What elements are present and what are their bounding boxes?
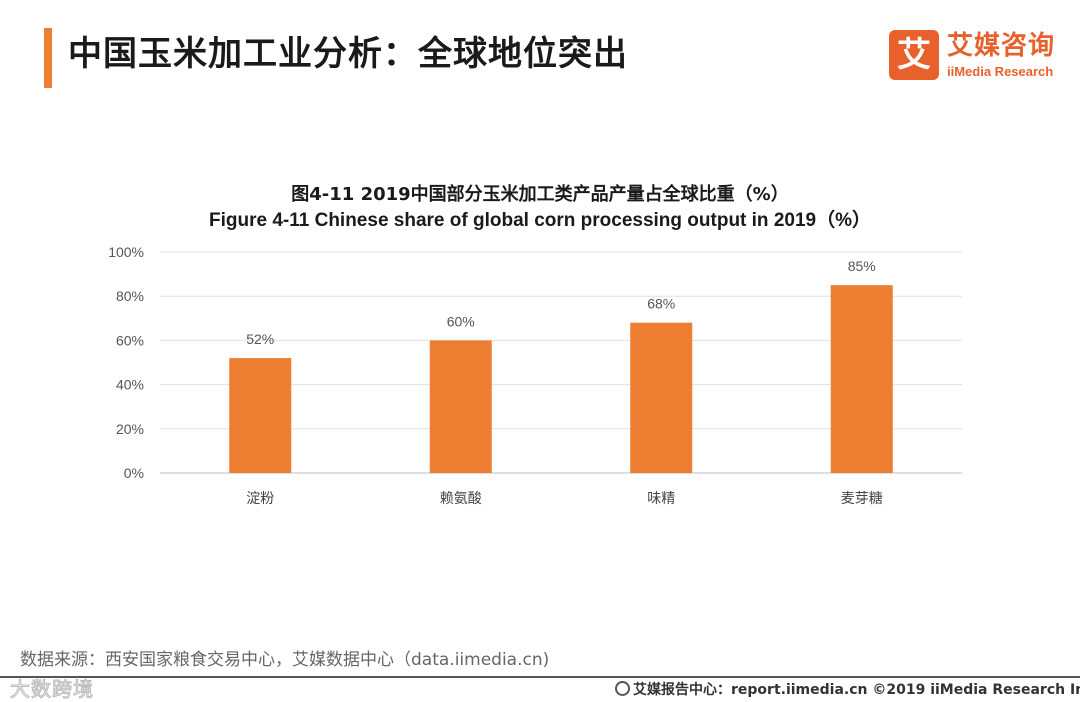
chart-title: 图4-11 2019中国部分玉米加工类产品产量占全球比重（%） xyxy=(291,184,789,205)
page-title: 中国玉米加工业分析：全球地位突出 xyxy=(68,34,628,74)
y-tick-label: 20% xyxy=(116,421,144,437)
title-accent-bar xyxy=(44,28,52,88)
x-tick-label: 麦芽糖 xyxy=(841,491,883,507)
data-label: 85% xyxy=(848,258,876,274)
globe-icon xyxy=(615,681,630,696)
brand-logo: 艾 艾媒咨询 iiMedia Research xyxy=(889,30,1061,84)
y-tick-label: 0% xyxy=(124,465,144,481)
bar xyxy=(830,285,893,473)
data-label: 52% xyxy=(246,331,274,347)
x-tick-label: 赖氨酸 xyxy=(440,491,482,507)
bar xyxy=(429,340,492,473)
x-tick-label: 淀粉 xyxy=(246,491,274,507)
x-tick-label: 味精 xyxy=(647,491,675,507)
bar-chart: 0% 20% 40% 60% 80% 100% 52% 淀粉 60% 赖氨酸 68% 味精 85% 麦芽糖 xyxy=(108,244,962,507)
bar xyxy=(229,358,292,473)
y-tick-label: 40% xyxy=(116,377,144,393)
footer: 艾媒报告中心：report.iimedia.cn ©2019 iiMedia R… xyxy=(615,679,1080,699)
y-tick-label: 80% xyxy=(116,288,144,304)
y-tick-label: 60% xyxy=(116,332,144,348)
logo-name-en: iiMedia Research xyxy=(947,64,1054,79)
data-label: 68% xyxy=(647,296,675,312)
data-label: 60% xyxy=(447,313,475,329)
logo-name-cn: 艾媒咨询 xyxy=(947,31,1056,61)
watermark: 大数跨境 xyxy=(10,677,94,702)
bar xyxy=(630,322,693,473)
data-source: 数据来源：西安国家粮食交易中心，艾媒数据中心（data.iimedia.cn) xyxy=(20,650,550,670)
chart-subtitle: Figure 4-11 Chinese share of global corn… xyxy=(209,210,871,231)
y-tick-label: 100% xyxy=(108,244,144,260)
footer-text: 艾媒报告中心：report.iimedia.cn ©2019 iiMedia R… xyxy=(633,682,1080,698)
footer-divider xyxy=(0,676,1080,678)
logo-mark: 艾 xyxy=(889,30,939,80)
